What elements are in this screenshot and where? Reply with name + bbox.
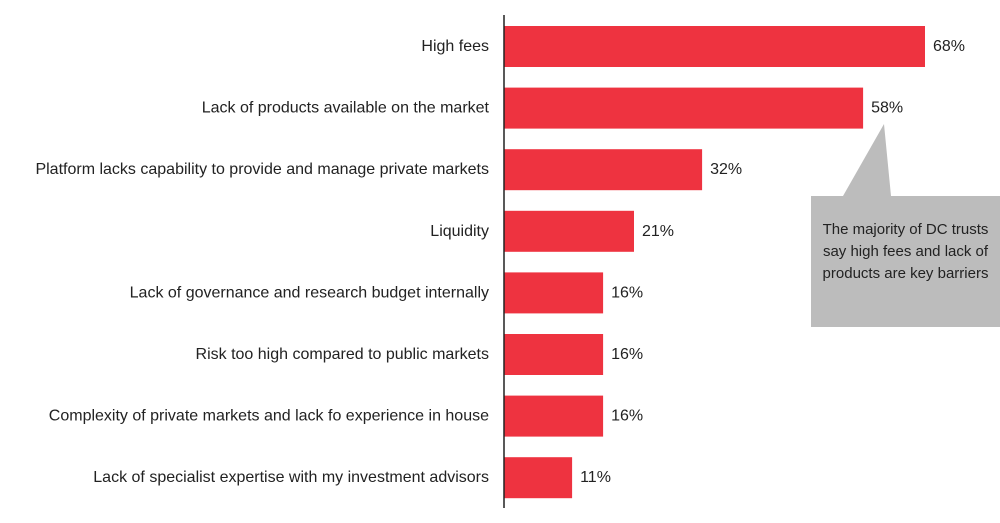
bar-high-fees <box>504 26 925 67</box>
value-label-liquidity: 21% <box>642 223 674 240</box>
bar-platform-lacks-capability-to-provide-and-manage-private-markets <box>504 149 703 191</box>
bar-risk-too-high-compared-to-public-markets <box>504 334 604 375</box>
category-label-risk-too-high-compared-to-public-markets: Risk too high compared to public markets <box>196 346 489 363</box>
callout-box <box>811 124 1000 327</box>
category-label-liquidity: Liquidity <box>430 223 489 240</box>
value-label-lack-of-products-available-on-the-market: 58% <box>871 100 903 117</box>
bar-complexity-of-private-markets-and-lack-fo-experience-in-house <box>504 395 604 437</box>
value-label-complexity-of-private-markets-and-lack-fo-experience-in-house: 16% <box>611 408 643 425</box>
category-label-lack-of-specialist-expertise-with-my-investment-advisors: Lack of specialist expertise with my inv… <box>93 469 489 486</box>
value-label-platform-lacks-capability-to-provide-and-manage-private-markets: 32% <box>710 161 742 178</box>
value-label-lack-of-governance-and-research-budget-internally: 16% <box>611 284 643 301</box>
value-label-high-fees: 68% <box>933 38 965 55</box>
bar-lack-of-specialist-expertise-with-my-investment-advisors <box>504 457 573 499</box>
category-label-high-fees: High fees <box>421 38 489 55</box>
bar-lack-of-products-available-on-the-market <box>504 87 864 129</box>
bar-lack-of-governance-and-research-budget-internally <box>504 272 604 314</box>
value-label-lack-of-specialist-expertise-with-my-investment-advisors: 11% <box>580 469 611 486</box>
category-label-lack-of-products-available-on-the-market: Lack of products available on the market <box>202 100 490 117</box>
category-label-platform-lacks-capability-to-provide-and-manage-private-markets: Platform lacks capability to provide and… <box>35 161 489 178</box>
bar-liquidity <box>504 210 634 252</box>
value-label-risk-too-high-compared-to-public-markets: 16% <box>611 346 643 363</box>
category-label-complexity-of-private-markets-and-lack-fo-experience-in-house: Complexity of private markets and lack f… <box>49 408 489 425</box>
category-label-lack-of-governance-and-research-budget-internally: Lack of governance and research budget i… <box>130 284 489 301</box>
callout-annotation-text: The majority of DC trusts say high fees … <box>822 221 989 282</box>
